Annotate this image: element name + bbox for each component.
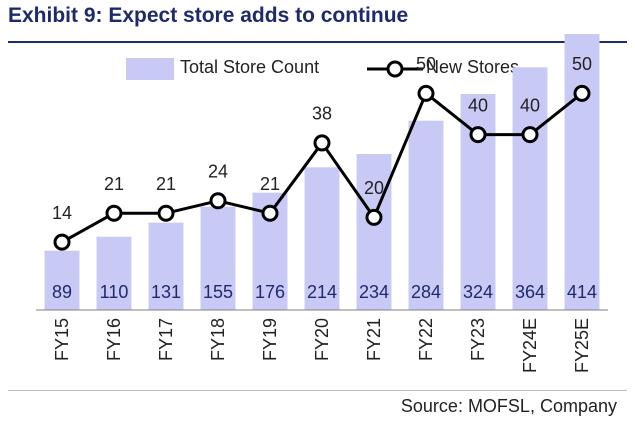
new-stores-point-FY19 [261,204,279,222]
new-stores-point-FY15 [53,233,71,251]
new-stores-value-label: 20 [364,178,384,198]
legend-line-label: New Stores [426,57,520,77]
bar-value-label: 234 [359,282,389,302]
new-stores-point-FY24E [521,126,539,144]
new-stores-point-FY22 [417,84,435,102]
new-stores-point-FY17 [157,204,175,222]
bar-value-label: 89 [52,282,72,302]
x-tick-label: FY25E [572,318,592,373]
x-tick-label: FY20 [312,318,332,361]
new-stores-point-FY20 [313,134,331,152]
bar-value-label: 414 [567,282,597,302]
x-tick-label: FY18 [208,318,228,361]
x-tick-label: FY19 [260,318,280,361]
new-stores-value-label: 14 [52,203,72,223]
new-stores-point-FY25E [573,84,591,102]
x-tick-label: FY22 [416,318,436,361]
bar-value-label: 214 [307,282,337,302]
x-tick-label: FY16 [104,318,124,361]
new-stores-point-FY18 [209,192,227,210]
bar-FY20 [304,167,340,310]
legend-bar-swatch [126,58,174,80]
legend-line-swatch [367,60,423,78]
x-tick-label: FY21 [364,318,384,361]
bar-value-label: 364 [515,282,545,302]
new-stores-value-label: 21 [156,174,176,194]
new-stores-point-FY21 [365,208,383,226]
footer-rule [8,390,627,391]
bar-value-label: 155 [203,282,233,302]
bar-value-label: 176 [255,282,285,302]
bar-FY24E [512,67,548,310]
new-stores-value-label: 50 [416,54,436,74]
new-stores-value-label: 38 [312,104,332,124]
legend-line-marker [386,60,404,78]
new-stores-point-FY23 [469,126,487,144]
bar-value-label: 110 [100,282,129,302]
title-underline [8,41,627,43]
new-stores-value-label: 50 [572,54,592,74]
x-tick-label: FY17 [156,318,176,361]
new-stores-value-label: 21 [104,174,124,194]
bar-FY22 [408,120,444,311]
new-stores-value-label: 40 [520,95,540,115]
bar-FY25E [564,34,600,310]
bar-FY18 [200,206,236,310]
legend-bar-label: Total Store Count [180,57,320,77]
source-note: Source: MOFSL, Company [400,396,617,416]
new-stores-value-label: 21 [260,174,280,194]
new-stores-point-FY16 [105,204,123,222]
new-stores-value-label: 40 [468,95,488,115]
x-tick-label: FY24E [520,318,540,373]
bar-FY15 [44,250,80,310]
bar-FY21 [356,154,392,310]
bar-value-label: 324 [463,282,493,302]
bar-value-label: 284 [411,282,441,302]
chart-title: Exhibit 9: Expect store adds to continue [8,4,409,27]
bar-value-label: 131 [151,282,181,302]
bar-FY16 [96,236,132,310]
x-tick-label: FY15 [52,318,72,361]
bar-FY17 [148,222,184,310]
x-tick-label: FY23 [468,318,488,361]
new-stores-value-label: 24 [208,162,228,182]
